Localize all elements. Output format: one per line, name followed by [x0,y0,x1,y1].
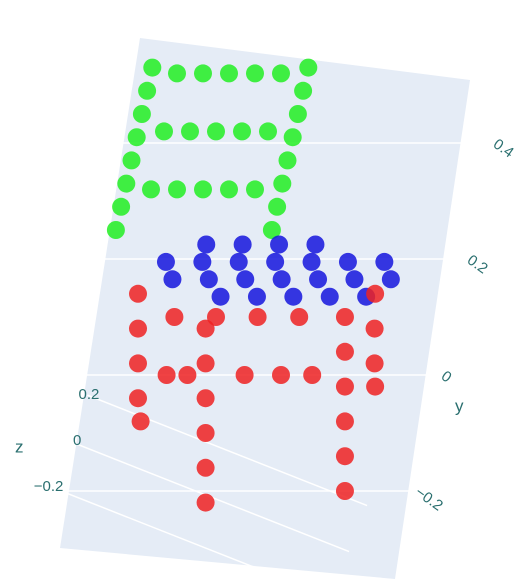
point [163,270,182,289]
point [262,221,281,239]
point [335,447,354,466]
point [246,64,264,83]
z-tick-label: −0.2 [34,478,64,495]
point [306,235,325,254]
point [303,366,322,384]
point [365,319,384,338]
point [229,252,248,271]
point [196,424,215,442]
point [335,308,354,326]
point [117,174,136,193]
point [247,287,266,306]
point [290,308,309,326]
z-axis-title: z [15,437,24,456]
point [283,128,302,147]
point [272,366,290,384]
point [168,180,186,199]
point [178,366,197,384]
point [129,319,147,338]
point [272,270,291,289]
point [268,197,287,216]
z-grid-line [51,486,287,579]
point [335,482,354,500]
point [122,151,141,170]
point [156,252,175,271]
point [366,284,385,303]
point [194,64,212,83]
point [220,180,238,199]
point [199,270,218,289]
point [338,252,357,271]
point [129,389,147,408]
point [127,128,146,147]
point [248,308,267,326]
point [132,105,151,123]
scene-background [60,38,470,579]
point [309,270,328,289]
point [131,412,150,431]
point [220,64,238,83]
point [207,308,225,326]
y-tick-label: 0 [438,368,455,387]
point [270,235,289,254]
y-axis-title: y [455,396,464,415]
point [235,366,254,384]
point [320,287,339,306]
point [288,105,307,123]
point [181,122,199,141]
point [302,252,321,271]
point [193,252,212,271]
point [196,458,215,477]
point [246,180,264,199]
point [233,122,251,141]
point [196,319,215,338]
point [375,252,394,271]
point [236,270,255,289]
point [157,366,176,384]
point [106,221,125,239]
point [335,377,354,396]
point [266,252,285,271]
point [233,235,252,254]
point [112,197,131,216]
point [196,354,215,373]
point [381,270,400,289]
y-tick-label: 0.4 [490,136,516,162]
point [273,174,292,193]
point [196,493,215,512]
point [345,270,364,289]
point [142,180,160,199]
z-tick-label: 0.2 [79,386,100,403]
point [207,122,225,141]
y-tick-label: 0.2 [464,252,491,278]
point [165,308,184,326]
point [129,354,147,373]
point [278,151,297,170]
point [197,235,216,254]
point [194,180,212,199]
z-tick-label: 0 [73,432,81,449]
point [366,377,385,396]
point [129,284,147,303]
point [299,58,318,77]
point [294,81,313,100]
point [155,122,173,141]
point [259,122,277,141]
point [211,287,230,306]
y-tick-label: −0.2 [412,484,446,515]
point [272,64,290,83]
point [335,342,354,361]
point [143,58,162,77]
z-grid-line [87,394,368,507]
point [365,354,384,373]
point [335,412,354,431]
point [168,64,186,83]
point [196,389,215,408]
point [284,287,303,306]
point [138,81,157,100]
